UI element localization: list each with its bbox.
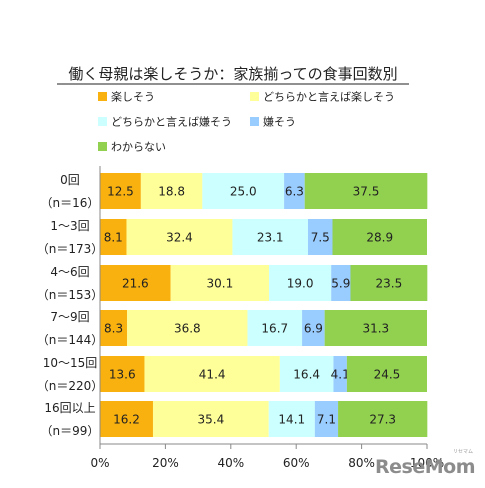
data-label-1-0: 8.1 [104,231,123,245]
category-label-3: 7～9回 [50,310,89,324]
data-label-0-1: 18.8 [158,185,185,199]
data-label-4-4: 24.5 [374,368,401,382]
data-label-3-0: 8.3 [104,322,123,336]
bar-3-2 [247,310,303,346]
x-tick-label-5: 100% [410,456,444,470]
category-label-4: 10～15回 [43,356,98,370]
legend-label-3: 嫌そう [263,115,296,129]
category-label-2: 4～6回 [50,265,89,279]
bar-2-0 [100,265,171,301]
x-tick-label-3: 60% [283,456,310,470]
bar-2-3 [331,265,351,301]
category-sublabel-0: （n＝16） [41,196,100,210]
bar-5-0 [100,401,153,437]
data-label-4-2: 16.4 [293,368,320,382]
data-label-1-3: 7.5 [311,231,330,245]
data-label-1-2: 23.1 [257,231,284,245]
bar-1-1 [126,219,233,255]
data-label-3-1: 36.8 [174,322,201,336]
chart-title: 働く母親は楽しそうか：家族揃っての食事回数別 [68,65,397,83]
category-sublabel-1: （n＝173） [37,242,104,256]
bar-4-4 [346,356,427,392]
bar-5-3 [314,401,339,437]
bar-4-2 [279,356,334,392]
bar-0-0 [100,173,141,209]
bar-1-3 [307,219,333,255]
data-label-3-2: 16.7 [261,322,288,336]
x-tick-label-0: 0% [90,456,109,470]
bar-3-0 [100,310,128,346]
data-label-5-1: 35.4 [197,413,224,427]
legend-swatch-2 [98,117,107,126]
category-label-5: 16回以上 [44,401,95,415]
bar-5-1 [152,401,269,437]
bar-1-4 [332,219,427,255]
bar-1-0 [100,219,127,255]
data-label-5-2: 14.1 [278,413,305,427]
legend-swatch-1 [250,92,259,101]
category-sublabel-4: （n＝220） [37,379,104,393]
x-tick-label-1: 20% [152,456,179,470]
data-label-4-3: 4.1 [331,368,350,382]
data-label-0-2: 25.0 [230,185,257,199]
watermark-logo: ReseMom リセマム [375,449,475,480]
bar-0-4 [304,173,428,209]
bar-3-4 [324,310,427,346]
x-axis: 0% 20% 40% 60% 80% 100% [90,166,444,470]
bar-3-1 [127,310,248,346]
data-label-3-4: 31.3 [362,322,389,336]
bar-0-1 [140,173,203,209]
data-label-2-1: 30.1 [206,277,233,291]
bar-3-3 [302,310,325,346]
legend-label-2: どちらかと言えば嫌そう [111,115,232,129]
bar-4-3 [333,356,347,392]
data-label-2-2: 19.0 [287,277,314,291]
x-tick-label-4: 80% [348,456,375,470]
data-label-1-1: 32.4 [166,231,193,245]
data-label-5-0: 16.2 [113,413,140,427]
data-label-5-4: 27.3 [369,413,396,427]
bar-5-4 [338,401,428,437]
bar-1-2 [232,219,308,255]
data-label-0-4: 37.5 [353,185,380,199]
category-sublabel-5: （n＝99） [41,424,100,438]
data-label-4-1: 41.4 [199,368,226,382]
bar-2-4 [350,265,428,301]
bar-2-1 [170,265,270,301]
x-tick-label-2: 40% [217,456,244,470]
bar-2-2 [269,265,332,301]
data-label-0-0: 12.5 [107,185,134,199]
legend-swatch-4 [98,142,107,151]
data-label-2-3: 5.9 [331,277,350,291]
bar-5-2 [268,401,315,437]
legend-swatch-3 [250,117,259,126]
legend-label-1: どちらかと言えば楽しそう [263,91,395,104]
data-label-0-3: 6.3 [285,185,304,199]
legend-swatch-0 [98,92,107,101]
data-label-2-4: 23.5 [376,277,403,291]
legend-label-0: 楽しそう [111,91,155,104]
bar-0-2 [202,173,285,209]
category-label-1: 1～3回 [50,219,89,233]
legend-label-4: わからない [111,141,166,154]
data-label-5-3: 7.1 [317,413,336,427]
watermark-subtext: リセマム [452,449,473,455]
data-label-3-3: 6.9 [304,322,323,336]
data-label-1-4: 28.9 [366,231,393,245]
data-label-4-0: 13.6 [109,368,136,382]
category-sublabel-2: （n＝153） [37,288,104,302]
bar-0-3 [284,173,305,209]
data-label-2-0: 21.6 [122,277,149,291]
watermark-text: ReseMom [375,456,475,478]
plot-area: 12.5 18.8 25.0 6.3 37.5 8.1 32.4 23.1 7.5 28.9 21.… [100,173,428,437]
category-labels: 0回 （n＝16） 1～3回 （n＝173） 4～6回 （n＝153） 7～9回 （n＝144… [37,173,104,438]
category-sublabel-3: （n＝144） [37,333,104,347]
category-label-0: 0回 [60,173,80,187]
bar-4-0 [100,356,145,392]
bar-4-1 [144,356,280,392]
